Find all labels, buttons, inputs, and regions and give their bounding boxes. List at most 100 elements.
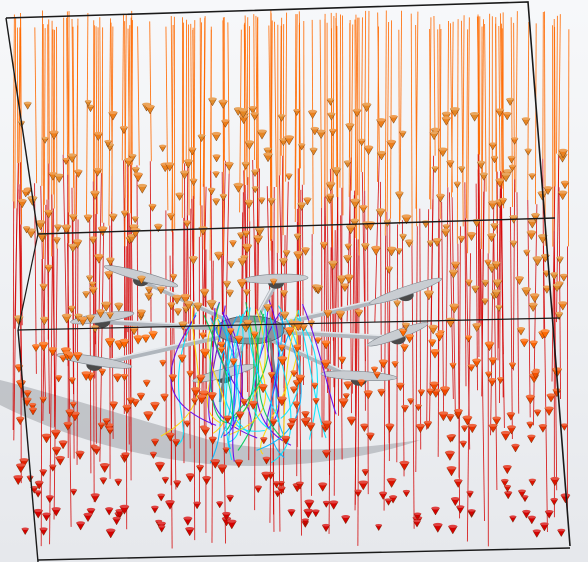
arrow-cone-base	[148, 330, 158, 334]
vector-shaft	[149, 21, 152, 333]
arrow-cone-base	[441, 116, 451, 120]
arrow-cone-base	[155, 519, 163, 523]
arrow-cone-base	[503, 111, 512, 115]
vector-arrow-head	[263, 152, 273, 163]
arrow-cone-base	[386, 139, 396, 143]
arrow-cone-base	[277, 356, 288, 360]
arrow-cone-base	[218, 346, 225, 350]
vector-arrow-head	[293, 250, 304, 261]
arrow-cone-base	[200, 288, 210, 292]
arrow-cone-base	[484, 341, 495, 345]
arrow-cone-base	[290, 370, 298, 373]
vector-arrow-head	[557, 528, 566, 537]
vector-arrow-head	[502, 464, 512, 475]
vector-arrow-head	[88, 286, 98, 296]
vector-arrow-head	[503, 491, 513, 500]
arrow-cone-base	[401, 214, 412, 218]
vector-arrow-head	[307, 320, 315, 328]
vector-shaft	[515, 11, 520, 414]
arrow-cone-base	[352, 108, 362, 112]
vector-arrow-head	[442, 224, 451, 232]
arrow-cone-base	[506, 411, 515, 415]
vector-arrow-head	[310, 126, 320, 136]
arrow-cone-base	[504, 484, 511, 488]
vector-shaft-upper	[72, 26, 75, 222]
vector-arrow-head	[460, 425, 469, 433]
vector-arrow-head	[258, 383, 268, 394]
arrow-cone-base	[120, 125, 128, 129]
vector-arrow-head	[453, 181, 461, 189]
vector-arrow-head	[54, 224, 62, 233]
vector-shaft	[556, 15, 560, 323]
arrow-cone-base	[222, 447, 230, 450]
arrow-cone-base	[224, 415, 232, 419]
vector-shaft	[480, 26, 485, 522]
arrow-cone-base	[86, 275, 93, 278]
vector-arrow-head	[112, 373, 123, 383]
arrow-cone-base	[465, 279, 473, 282]
arrow-cone-base	[104, 139, 112, 143]
vector-arrow-head	[191, 397, 199, 406]
arrow-cone-base	[423, 420, 432, 424]
vector-shaft-lower	[74, 175, 77, 359]
arrow-cone-base	[178, 321, 188, 325]
vector-arrow-head	[500, 478, 509, 487]
vector-arrow-head	[279, 290, 289, 298]
arrow-cone-base	[212, 171, 220, 174]
arrow-cone-base	[393, 300, 401, 303]
vector-arrow-head	[206, 299, 217, 310]
arrow-cone-base	[555, 281, 564, 285]
arrow-cone-base	[54, 224, 62, 227]
vector-shaft-upper	[410, 13, 413, 246]
vector-arrow-head	[154, 461, 166, 473]
vector-arrow-head	[488, 142, 497, 151]
vector-shaft-upper	[192, 29, 195, 199]
vector-shaft-upper	[190, 23, 193, 209]
vector-shaft	[558, 14, 562, 399]
arrow-cone-base	[242, 230, 250, 234]
vector-arrow-head	[196, 464, 205, 473]
vector-arrow-head	[395, 191, 404, 200]
arrow-cone-base	[188, 147, 197, 150]
vector-shaft-lower	[558, 187, 562, 399]
vector-arrow-head	[542, 285, 552, 294]
vector-arrow-head	[186, 370, 195, 378]
vector-shaft-upper	[447, 21, 449, 188]
vector-shaft	[445, 21, 449, 391]
arrow-cone-base	[531, 370, 540, 373]
vector-arrow-head	[531, 212, 540, 222]
arrow-cone-base	[191, 397, 198, 401]
vector-shaft-lower	[357, 255, 360, 546]
vector-arrow-head	[402, 489, 411, 498]
vector-shaft	[53, 29, 56, 427]
vector-arrow-head	[293, 233, 302, 241]
vector-shaft	[224, 22, 230, 359]
vector-shaft-lower	[53, 208, 56, 427]
arrow-cone-base	[446, 413, 455, 417]
vector-shaft	[543, 11, 548, 532]
vector-shaft-upper	[360, 17, 363, 173]
arrow-cone-base	[229, 358, 238, 361]
arrow-cone-base	[263, 147, 272, 151]
arrow-cone-base	[418, 389, 425, 392]
vector-arrow-head	[39, 469, 48, 477]
vector-shaft-lower	[478, 154, 482, 324]
vector-arrow-head	[238, 108, 249, 119]
arrow-cone-base	[479, 172, 488, 176]
arrow-cone-base	[22, 189, 30, 193]
vector-arrow-head	[74, 169, 83, 178]
vector-shaft-upper	[386, 22, 390, 212]
vector-shaft	[326, 22, 330, 476]
arrow-cone-base	[343, 381, 353, 385]
arrow-cone-base	[98, 368, 106, 372]
vector-arrow-head	[450, 497, 460, 507]
arrow-cone-base	[165, 499, 175, 504]
vector-arrow-head	[437, 147, 448, 157]
vector-arrow-head	[68, 243, 78, 253]
vector-arrow-head	[385, 423, 395, 433]
arrow-cone-base	[280, 290, 288, 293]
arrow-cone-base	[507, 425, 516, 429]
vector-shaft-lower	[415, 226, 418, 473]
